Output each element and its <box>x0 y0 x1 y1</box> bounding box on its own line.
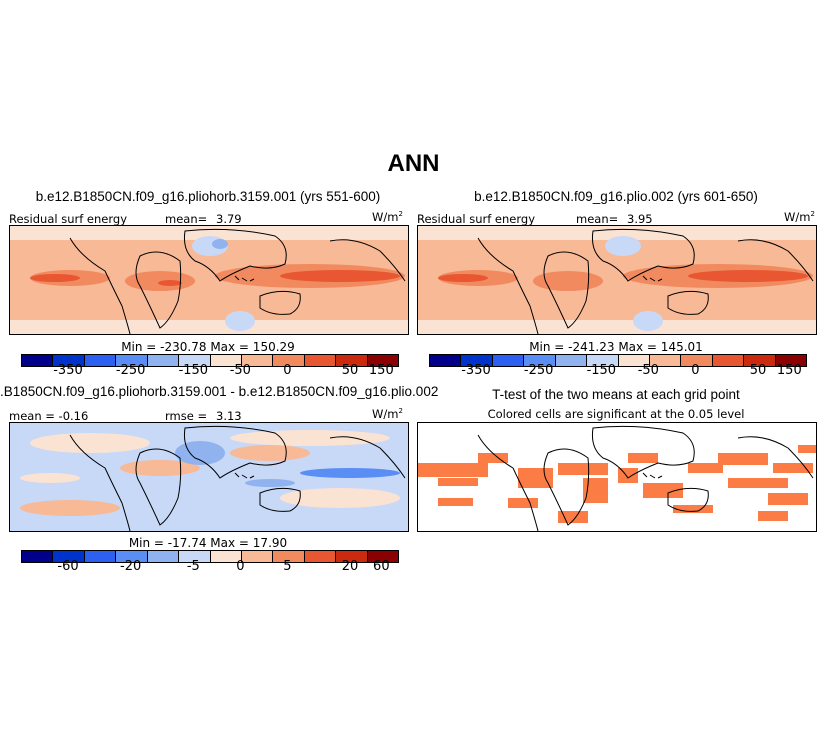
colorbar-cell <box>84 551 117 562</box>
panel2-minmax: Min = -241.23 Max = 145.01 <box>529 340 703 354</box>
colorbar-tick-label: 5 <box>283 559 292 574</box>
panel1-variable-label: Residual surf energy <box>9 212 128 226</box>
panel1-mean-label: mean= <box>165 212 208 226</box>
panel3-mean-label: mean = -0.16 <box>9 409 89 423</box>
colorbar-tick-label: -350 <box>53 363 83 378</box>
panel4-map <box>417 422 817 532</box>
colorbar-tick-label: 150 <box>368 363 394 378</box>
colorbar-cell <box>273 551 305 562</box>
colorbar-cell <box>116 355 148 366</box>
colorbar-cell <box>336 355 368 366</box>
colorbar-cell <box>116 551 148 562</box>
panel1-map <box>9 225 409 335</box>
panel3-colorbar-ticks: -60 -20 -5 0 5 20 60 <box>21 559 397 575</box>
panel2-map <box>417 225 817 335</box>
panel3-map <box>9 422 409 532</box>
colorbar-tick-label: 60 <box>373 559 390 574</box>
colorbar-tick-label: 0 <box>236 559 245 574</box>
colorbar-tick-label: -50 <box>229 363 251 378</box>
colorbar-tick-label: -5 <box>186 559 200 574</box>
panel1-mean-value: 3.79 <box>216 212 242 226</box>
colorbar-cell <box>53 355 85 366</box>
colorbar-tick-label: 0 <box>691 363 700 378</box>
colorbar-cell <box>273 355 305 366</box>
panel3-rmse-label: rmse = <box>165 409 208 423</box>
colorbar-cell <box>461 355 493 366</box>
colorbar-tick-label: -50 <box>637 363 659 378</box>
panel3-rmse-value: 3.13 <box>216 409 242 423</box>
colorbar-cell <box>555 355 588 366</box>
colorbar-tick-label: 0 <box>283 363 292 378</box>
colorbar-cell <box>304 355 337 366</box>
panel2-title: b.e12.B1850CN.f09_g16.plio.002 (yrs 601-… <box>474 189 758 204</box>
panel3-minmax: Min = -17.74 Max = 17.90 <box>128 536 288 550</box>
panel2-variable-label: Residual surf energy <box>417 212 536 226</box>
panel1-minmax: Min = -230.78 Max = 150.29 <box>121 340 295 354</box>
colorbar-cell <box>147 551 180 562</box>
panel2-colorbar <box>429 354 807 367</box>
colorbar-cell <box>147 355 180 366</box>
colorbar-cell <box>712 355 745 366</box>
panel1-colorbar <box>21 354 399 367</box>
colorbar-cell <box>179 355 211 366</box>
colorbar-cell <box>367 551 399 562</box>
panel4-subtitle: Colored cells are significant at the 0.0… <box>487 407 745 421</box>
colorbar-cell <box>430 355 462 366</box>
panel2-units: W/m2 <box>784 210 815 224</box>
panel4-title: T-test of the two means at each grid poi… <box>492 387 740 402</box>
colorbar-tick-label: -150 <box>586 363 617 378</box>
colorbar-cell <box>681 355 713 366</box>
colorbar-tick-label: 150 <box>776 363 802 378</box>
panel2-colorbar-ticks: -350 -250 -150 -50 0 50 150 <box>429 363 805 379</box>
colorbar-cell <box>304 551 337 562</box>
panel1-title: b.e12.B1850CN.f09_g16.pliohorb.3159.001 … <box>35 189 381 204</box>
panel2-mean-value: 3.95 <box>627 212 653 226</box>
colorbar-tick-label: -250 <box>115 363 146 378</box>
figure-title: ANN <box>387 150 440 177</box>
panel1-units: W/m2 <box>372 210 403 224</box>
colorbar-cell <box>179 551 211 562</box>
colorbar-cell <box>744 355 776 366</box>
panel2-mean-label: mean= <box>576 212 619 226</box>
colorbar-cell <box>587 355 619 366</box>
colorbar-tick-label: -150 <box>178 363 209 378</box>
colorbar-tick-label: 20 <box>341 559 359 574</box>
colorbar-tick-label: 50 <box>749 363 767 378</box>
colorbar-tick-label: -60 <box>57 559 79 574</box>
colorbar-cell <box>53 551 85 562</box>
colorbar-cell <box>84 355 117 366</box>
colorbar-cell <box>210 355 242 366</box>
colorbar-cell <box>524 355 556 366</box>
colorbar-cell <box>367 355 399 366</box>
colorbar-tick-label: -20 <box>120 559 142 574</box>
colorbar-cell <box>241 355 274 366</box>
colorbar-cell <box>22 355 54 366</box>
colorbar-cell <box>241 551 274 562</box>
panel3-title: .B1850CN.f09_g16.pliohorb.3159.001 - b.e… <box>0 384 439 399</box>
colorbar-cell <box>492 355 525 366</box>
colorbar-tick-label: 50 <box>341 363 359 378</box>
panel3-colorbar <box>21 550 399 563</box>
panel1-colorbar-ticks: -350 -250 -150 -50 0 50 150 <box>21 363 397 379</box>
colorbar-cell <box>618 355 650 366</box>
colorbar-cell <box>649 355 682 366</box>
panel3-units: W/m2 <box>372 407 403 421</box>
colorbar-cell <box>336 551 368 562</box>
colorbar-cell <box>775 355 807 366</box>
colorbar-tick-label: -350 <box>461 363 491 378</box>
colorbar-tick-label: -250 <box>523 363 554 378</box>
colorbar-cell <box>210 551 242 562</box>
colorbar-cell <box>22 551 54 562</box>
